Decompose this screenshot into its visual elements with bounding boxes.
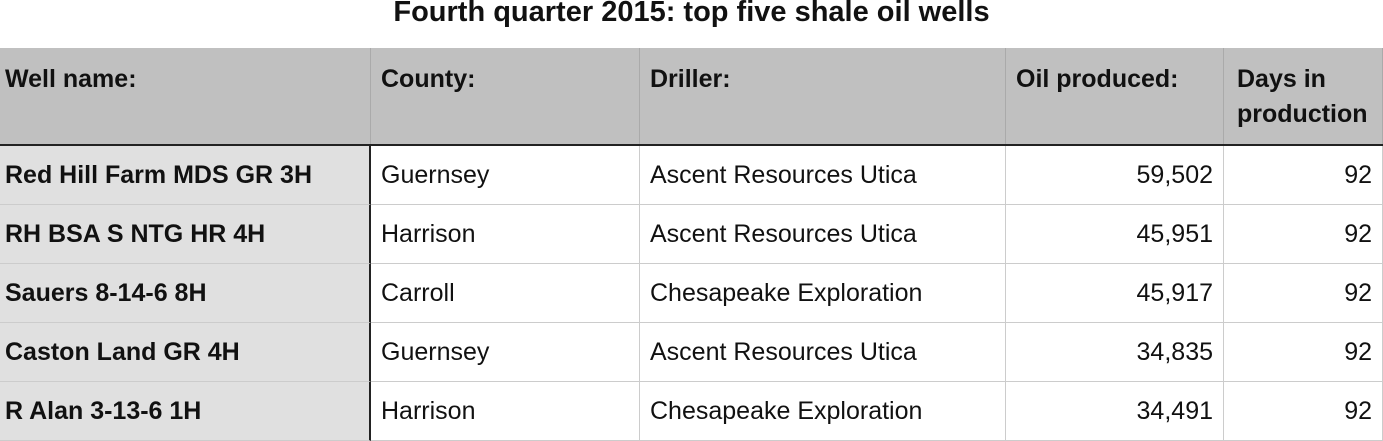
table-cell: 45,917 [1006, 264, 1224, 323]
row-header-cell: Caston Land GR 4H [0, 323, 371, 382]
table-cell: Harrison [371, 382, 640, 441]
header-cell: County: [371, 48, 640, 145]
table-cell: 92 [1224, 382, 1383, 441]
header-rule [0, 144, 1383, 146]
table-cell: 92 [1224, 264, 1383, 323]
table-title: Fourth quarter 2015: top five shale oil … [393, 0, 990, 28]
table-cell: 34,835 [1006, 323, 1224, 382]
table-cell: Chesapeake Exploration [640, 382, 1006, 441]
table-cell: Carroll [371, 264, 640, 323]
table-cell: 92 [1224, 205, 1383, 264]
table-cell: Ascent Resources Utica [640, 146, 1006, 205]
table-cell: Ascent Resources Utica [640, 205, 1006, 264]
table-cell: 34,491 [1006, 382, 1224, 441]
table-cell: 59,502 [1006, 146, 1224, 205]
header-cell: Oil produced: [1006, 48, 1224, 145]
table-cell: 92 [1224, 146, 1383, 205]
header-cell: Days in production [1224, 48, 1383, 145]
table-cell: Guernsey [371, 323, 640, 382]
row-header-cell: Red Hill Farm MDS GR 3H [0, 146, 371, 205]
table-cell: Harrison [371, 205, 640, 264]
table-cell: 92 [1224, 323, 1383, 382]
table-cell: Guernsey [371, 146, 640, 205]
header-cell: Driller: [640, 48, 1006, 145]
table-cell: Ascent Resources Utica [640, 323, 1006, 382]
row-header-cell: Sauers 8-14-6 8H [0, 264, 371, 323]
row-header-cell: R Alan 3-13-6 1H [0, 382, 371, 441]
table-cell: 45,951 [1006, 205, 1224, 264]
header-cell: Well name: [0, 48, 371, 145]
table-cell: Chesapeake Exploration [640, 264, 1006, 323]
row-header-cell: RH BSA S NTG HR 4H [0, 205, 371, 264]
